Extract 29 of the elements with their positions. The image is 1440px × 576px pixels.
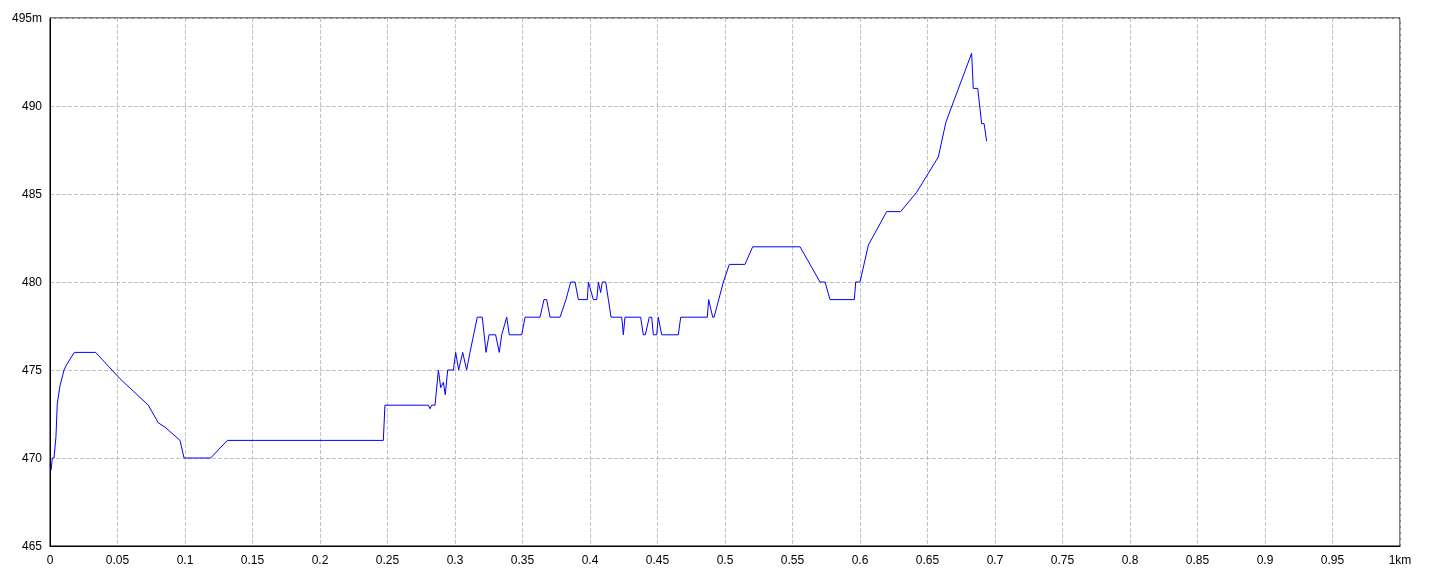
- x-tick-label: 0.65: [915, 553, 940, 567]
- x-tick-label: 0.9: [1256, 553, 1274, 567]
- x-tick-label: 0.25: [375, 553, 400, 567]
- x-tick-label: 0.6: [851, 553, 869, 567]
- x-tick-label: 0.45: [645, 553, 670, 567]
- x-tick-label: 0.3: [446, 553, 464, 567]
- x-tick-label: 0.55: [780, 553, 805, 567]
- y-tick-label: 490: [21, 99, 43, 113]
- x-tick-label: 0.5: [716, 553, 734, 567]
- x-tick-label: 0.8: [1121, 553, 1139, 567]
- y-tick-label: 495m: [11, 11, 42, 25]
- x-tick-label: 0.75: [1050, 553, 1075, 567]
- x-tick-label: 0.7: [986, 553, 1004, 567]
- y-tick-label: 475: [21, 363, 43, 377]
- x-tick-label: 0.1: [176, 553, 194, 567]
- x-tick-label: 1km: [1388, 553, 1412, 567]
- y-tick-label: 480: [21, 275, 43, 289]
- y-tick-label: 485: [21, 187, 43, 201]
- x-tick-label: 0.15: [240, 553, 265, 567]
- x-tick-label: 0.05: [105, 553, 130, 567]
- x-tick-label: 0: [46, 553, 54, 567]
- line-series: [50, 52, 988, 471]
- x-tick-label: 0.95: [1320, 553, 1345, 567]
- y-tick-label: 470: [21, 451, 43, 465]
- y-tick-label: 465: [21, 539, 43, 553]
- x-tick-label: 0.4: [581, 553, 599, 567]
- x-tick-label: 0.35: [510, 553, 535, 567]
- x-tick-label: 0.85: [1185, 553, 1210, 567]
- x-tick-label: 0.2: [311, 553, 329, 567]
